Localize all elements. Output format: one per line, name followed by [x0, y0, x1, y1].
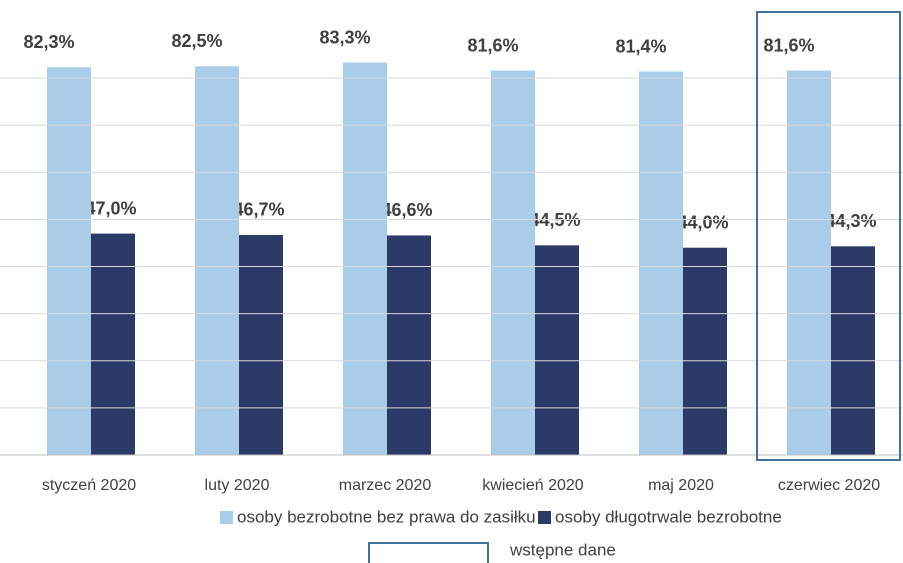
- value-label: 44,5%: [529, 210, 580, 230]
- legend-swatch: [220, 511, 233, 524]
- value-label: 44,3%: [825, 211, 876, 231]
- x-tick-label: maj 2020: [648, 477, 714, 494]
- annotation: wstępne dane: [509, 540, 616, 559]
- value-label: 46,7%: [233, 200, 284, 220]
- bar: [683, 247, 727, 455]
- bar: [831, 246, 875, 455]
- bar: [91, 233, 135, 455]
- bar: [787, 70, 831, 455]
- bar: [47, 67, 91, 455]
- bar: [535, 245, 579, 455]
- value-label: 81,6%: [467, 35, 518, 55]
- highlight-box: [756, 11, 901, 461]
- bar: [239, 234, 283, 455]
- bar: [491, 70, 535, 455]
- annotation-box: [368, 542, 489, 563]
- x-tick-label: marzec 2020: [339, 477, 432, 494]
- x-tick-label: styczeń 2020: [42, 477, 136, 494]
- value-label: 82,3%: [23, 32, 74, 52]
- value-label: 81,4%: [615, 36, 666, 56]
- value-label: 46,6%: [381, 200, 432, 220]
- legend-label: osoby długotrwale bezrobotne: [555, 507, 782, 526]
- value-label: 47,0%: [85, 198, 136, 218]
- x-tick-label: kwiecień 2020: [482, 477, 584, 494]
- value-label: 83,3%: [319, 27, 370, 47]
- legend-swatch: [538, 511, 551, 524]
- x-tick-label: luty 2020: [205, 477, 270, 494]
- x-tick-label: czerwiec 2020: [778, 477, 880, 494]
- value-label: 82,5%: [171, 31, 222, 51]
- bar: [387, 235, 431, 455]
- bar: [343, 62, 387, 455]
- bar: [195, 66, 239, 455]
- value-label: 44,0%: [677, 212, 728, 232]
- legend-label: osoby bezrobotne bez prawa do zasiłku: [237, 507, 536, 526]
- value-label: 81,6%: [763, 35, 814, 55]
- bar: [639, 71, 683, 455]
